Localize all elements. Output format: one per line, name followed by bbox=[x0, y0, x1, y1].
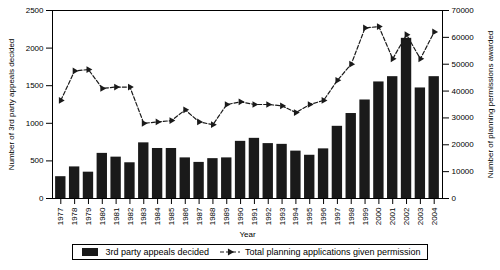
html-text:3rd party appeals decided: 3rd party appeals decided bbox=[105, 247, 209, 257]
svg-text:2002: 2002 bbox=[402, 207, 411, 225]
svg-text:1989: 1989 bbox=[222, 207, 231, 225]
svg-text:10000: 10000 bbox=[452, 167, 475, 176]
html-text:Total planning applications gi: Total planning applications given permis… bbox=[245, 247, 421, 257]
svg-text:1997: 1997 bbox=[333, 207, 342, 225]
svg-text:0: 0 bbox=[452, 194, 457, 203]
svg-text:2000: 2000 bbox=[374, 207, 383, 225]
svg-text:1987: 1987 bbox=[195, 207, 204, 225]
svg-text:1983: 1983 bbox=[139, 207, 148, 225]
svg-text:0: 0 bbox=[39, 194, 44, 203]
svg-text:1982: 1982 bbox=[126, 207, 135, 225]
svg-text:1992: 1992 bbox=[264, 207, 273, 225]
svg-text:2500: 2500 bbox=[26, 6, 44, 15]
svg-text:70000: 70000 bbox=[452, 6, 475, 15]
svg-text:1000: 1000 bbox=[26, 119, 44, 128]
svg-text:20000: 20000 bbox=[452, 140, 475, 149]
svg-text:1986: 1986 bbox=[181, 207, 190, 225]
svg-text:1981: 1981 bbox=[112, 207, 121, 225]
svg-text:1995: 1995 bbox=[305, 207, 314, 225]
svg-text:1985: 1985 bbox=[167, 207, 176, 225]
svg-text:Year: Year bbox=[239, 230, 256, 239]
svg-text:60000: 60000 bbox=[452, 33, 475, 42]
svg-text:1994: 1994 bbox=[291, 207, 300, 225]
svg-text:1993: 1993 bbox=[278, 207, 287, 225]
svg-text:1980: 1980 bbox=[98, 207, 107, 225]
svg-text:2003: 2003 bbox=[416, 207, 425, 225]
svg-text:Number of planning permissions: Number of planning permissions awarded bbox=[486, 31, 495, 179]
svg-text:1500: 1500 bbox=[26, 81, 44, 90]
svg-text:1991: 1991 bbox=[250, 207, 259, 225]
svg-text:1988: 1988 bbox=[208, 207, 217, 225]
svg-text:50000: 50000 bbox=[452, 60, 475, 69]
svg-text:1998: 1998 bbox=[347, 207, 356, 225]
svg-text:1999: 1999 bbox=[361, 207, 370, 225]
svg-text:1978: 1978 bbox=[70, 207, 79, 225]
svg-text:2000: 2000 bbox=[26, 44, 44, 53]
svg-text:1977: 1977 bbox=[56, 207, 65, 225]
svg-text:2004: 2004 bbox=[430, 207, 439, 225]
svg-text:Number of 3rd party appeals de: Number of 3rd party appeals decided bbox=[7, 39, 16, 171]
svg-text:1996: 1996 bbox=[319, 207, 328, 225]
svg-text:30000: 30000 bbox=[452, 113, 475, 122]
svg-text:1984: 1984 bbox=[153, 207, 162, 225]
svg-text:500: 500 bbox=[30, 156, 44, 165]
svg-text:1990: 1990 bbox=[236, 207, 245, 225]
svg-text:40000: 40000 bbox=[452, 87, 475, 96]
svg-text:1979: 1979 bbox=[84, 207, 93, 225]
svg-text:2001: 2001 bbox=[388, 207, 397, 225]
